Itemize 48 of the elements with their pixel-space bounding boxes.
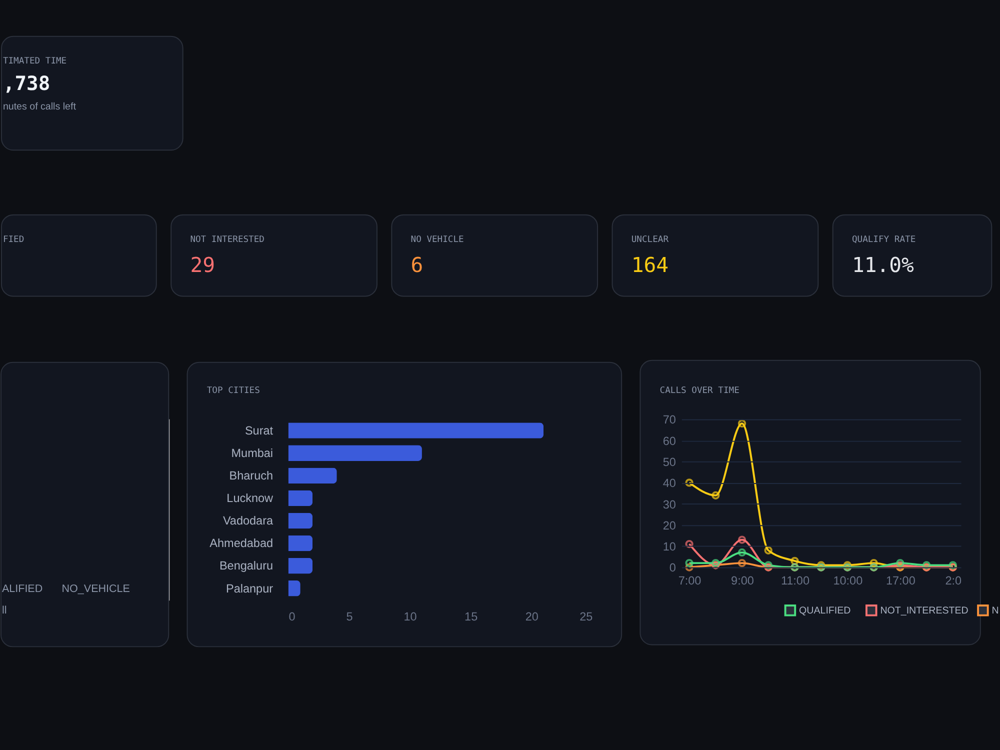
legend-label: NOT_INTERESTED	[880, 605, 968, 616]
x-tick-label: 17:00	[886, 574, 916, 588]
text: 6	[410, 253, 424, 278]
x-tick-label: 10	[404, 610, 418, 624]
chart-title: CALLS OVER TIME	[660, 386, 740, 396]
text: NO_VEHICLE	[62, 582, 130, 595]
text: UNCLEAR	[631, 234, 670, 245]
y-tick-label: Lucknow	[226, 492, 274, 506]
x-tick-label: 11:00	[780, 574, 810, 588]
text: 164	[631, 253, 669, 278]
x-tick-label: 25	[580, 610, 594, 624]
x-tick-label: 2:0	[945, 574, 962, 588]
text: FIED	[2, 234, 24, 245]
text: 11.0%	[852, 253, 915, 278]
text: ll	[2, 604, 7, 616]
text: TIMATED TIME	[2, 56, 67, 66]
x-tick-label: 9:00	[731, 574, 754, 588]
text: QUALIFY RATE	[852, 234, 916, 245]
x-tick-label: 20	[525, 610, 539, 624]
y-tick-label: Bharuch	[229, 470, 274, 483]
y-tick-label: 20	[662, 519, 676, 532]
legend-label: N	[992, 605, 999, 616]
y-tick-label: 30	[662, 498, 676, 512]
chart-title: TOP CITIES	[206, 386, 260, 396]
y-tick-label: 70	[662, 414, 676, 427]
y-tick-label: Palanpur	[226, 582, 274, 596]
text: NO VEHICLE	[410, 234, 464, 245]
y-tick-label: Surat	[244, 424, 274, 438]
text: NOT INTERESTED	[190, 234, 264, 245]
text: 29	[190, 253, 215, 278]
text: ,738	[2, 72, 50, 95]
text: ALIFIED	[2, 582, 43, 595]
y-tick-label: Ahmedabad	[210, 537, 274, 550]
x-tick-label: 0	[288, 610, 296, 624]
y-tick-label: 0	[669, 562, 676, 575]
y-tick-label: 10	[662, 540, 676, 554]
y-tick-label: 60	[662, 434, 676, 448]
x-tick-label: 7:00	[678, 574, 702, 588]
y-tick-label: Vadodara	[222, 514, 274, 528]
x-tick-label: 10:00	[833, 574, 864, 588]
y-tick-label: Bengaluru	[219, 560, 274, 573]
y-tick-label: 50	[662, 456, 676, 469]
y-tick-label: 40	[662, 477, 676, 490]
legend-label: QUALIFIED	[799, 605, 851, 616]
text: nutes of calls left	[2, 101, 76, 112]
x-tick-label: 5	[346, 610, 354, 624]
x-tick-label: 15	[464, 610, 478, 624]
y-tick-label: Mumbai	[231, 446, 274, 460]
